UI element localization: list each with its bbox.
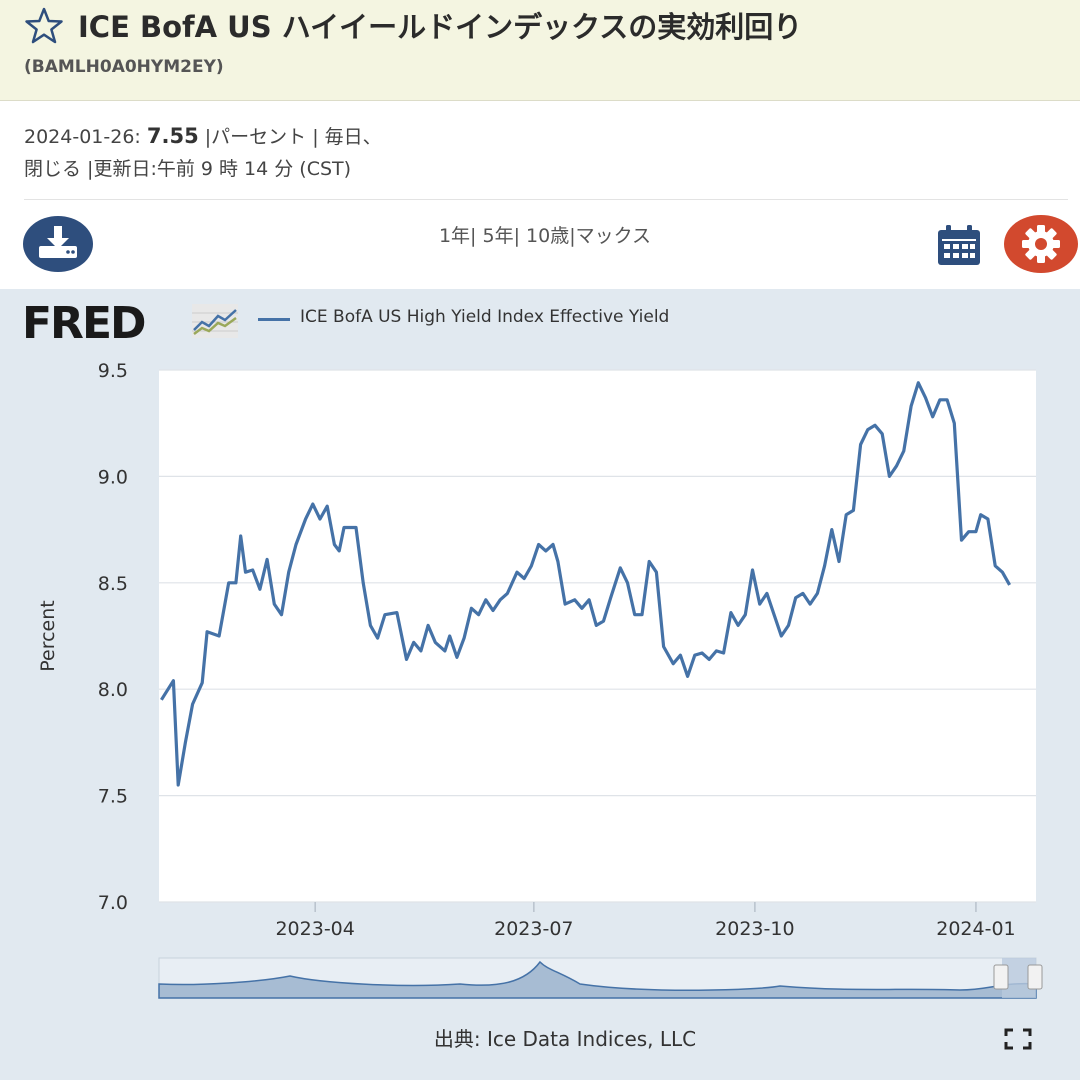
plot-area [159, 370, 1036, 902]
navigator-right-handle[interactable] [1027, 964, 1043, 990]
page-title: ICE BofA US ハイイールドインデックスの実効利回り [78, 10, 803, 44]
series-line [160, 381, 1011, 787]
settings-button[interactable] [1004, 215, 1078, 273]
x-tick-label: 2024-01 [936, 918, 1015, 940]
y-tick-label: 9.5 [98, 360, 128, 382]
fred-chart-logo-icon [192, 304, 238, 338]
gear-icon [1022, 225, 1060, 263]
download-icon [39, 226, 77, 258]
legend-swatch [258, 318, 290, 321]
series-header: ICE BofA US ハイイールドインデックスの実効利回り (BAMLH0A0… [0, 0, 1080, 101]
range-10y[interactable]: 10歳 [526, 225, 570, 247]
divider [24, 199, 1068, 200]
observation-info: 2024-01-26: 7.55 |パーセント | 毎日、 [24, 122, 382, 149]
fred-logo: FRED [22, 298, 147, 349]
download-button[interactable] [23, 216, 93, 272]
star-icon[interactable] [24, 6, 64, 46]
y-tick-label: 9.0 [98, 466, 128, 488]
navigator-series [158, 960, 1037, 999]
x-tick-label: 2023-04 [275, 918, 354, 940]
y-axis-label: Percent [37, 600, 59, 672]
legend-label: ICE BofA US High Yield Index Effective Y… [300, 307, 670, 327]
units-frequency: |パーセント | 毎日、 [204, 126, 382, 148]
y-tick-label: 8.5 [98, 573, 128, 595]
calendar-icon[interactable] [936, 224, 982, 266]
y-tick-label: 7.5 [98, 786, 128, 808]
y-tick-label: 7.0 [98, 892, 128, 914]
x-tick-label: 2023-10 [715, 918, 794, 940]
x-tick-label: 2023-07 [494, 918, 573, 940]
date-range-selector: 1年| 5年| 10歳|マックス [438, 225, 652, 247]
series-id: (BAMLH0A0HYM2EY) [24, 57, 224, 77]
range-5y[interactable]: 5年 [482, 225, 514, 247]
observation-value: 7.55 [146, 124, 199, 148]
y-tick-label: 8.0 [98, 679, 128, 701]
fullscreen-icon[interactable] [1004, 1028, 1032, 1050]
update-info: 閉じる |更新日:午前 9 時 14 分 (CST) [24, 158, 352, 180]
navigator-left-handle[interactable] [993, 964, 1009, 990]
range-max[interactable]: マックス [575, 225, 652, 247]
source-note: 出典: Ice Data Indices, LLC [433, 1027, 697, 1051]
observation-date: 2024-01-26: [24, 126, 141, 148]
range-navigator[interactable] [158, 957, 1043, 999]
range-1y[interactable]: 1年 [438, 225, 471, 247]
